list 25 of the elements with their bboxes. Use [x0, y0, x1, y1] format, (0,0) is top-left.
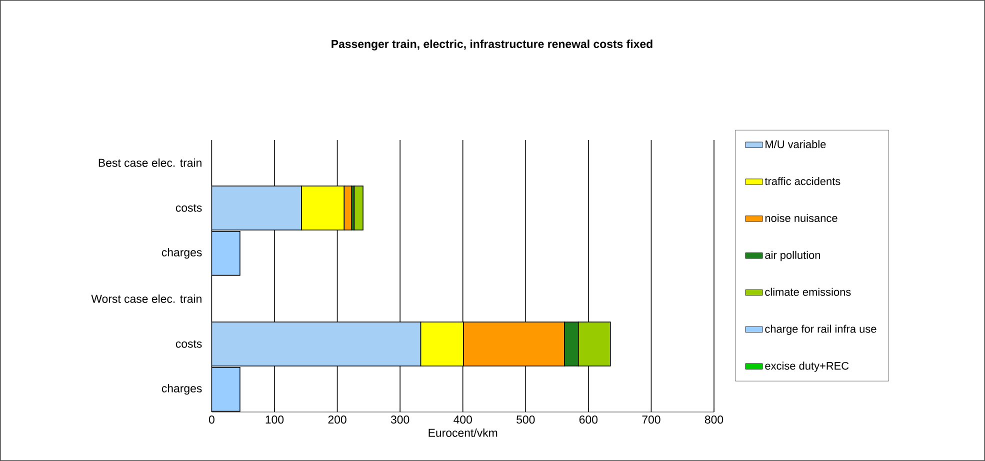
x-tick-label: 400: [454, 416, 472, 424]
legend-label: noise nuisance: [765, 214, 838, 222]
x-tick-label: 600: [579, 416, 598, 424]
y-tick-label: charges: [162, 248, 202, 259]
bar: [354, 186, 364, 230]
chart-title: Passenger train, electric, infrastructure renewal costs fixed: [332, 40, 652, 50]
y-tick-label: charges: [162, 384, 202, 395]
x-tick-label: 500: [516, 416, 535, 424]
y-tick-label: Best case elec. train: [98, 158, 202, 167]
y-tick-label: costs: [176, 204, 202, 212]
legend-label: traffic accidents: [764, 177, 840, 186]
x-tick-label: 800: [704, 416, 724, 424]
legend-label: M/U variable: [766, 140, 826, 148]
x-tick-label: 700: [642, 416, 660, 424]
x-tick-label: 300: [390, 416, 410, 424]
legend-label: charge for rail infra use: [765, 324, 876, 335]
x-tick-label: 100: [266, 416, 284, 424]
x-tick-label: 200: [328, 416, 346, 424]
legend-label: air pollution: [765, 250, 820, 262]
y-tick-label: Worst case elec. train: [91, 294, 202, 303]
legend-label: excise duty+REC: [765, 362, 849, 372]
legend-label: climate emissions: [765, 288, 851, 296]
y-tick-label: costs: [176, 340, 202, 348]
x-tick-label: 0: [208, 416, 214, 424]
x-axis-title: Eurocent/vkm: [428, 428, 498, 437]
